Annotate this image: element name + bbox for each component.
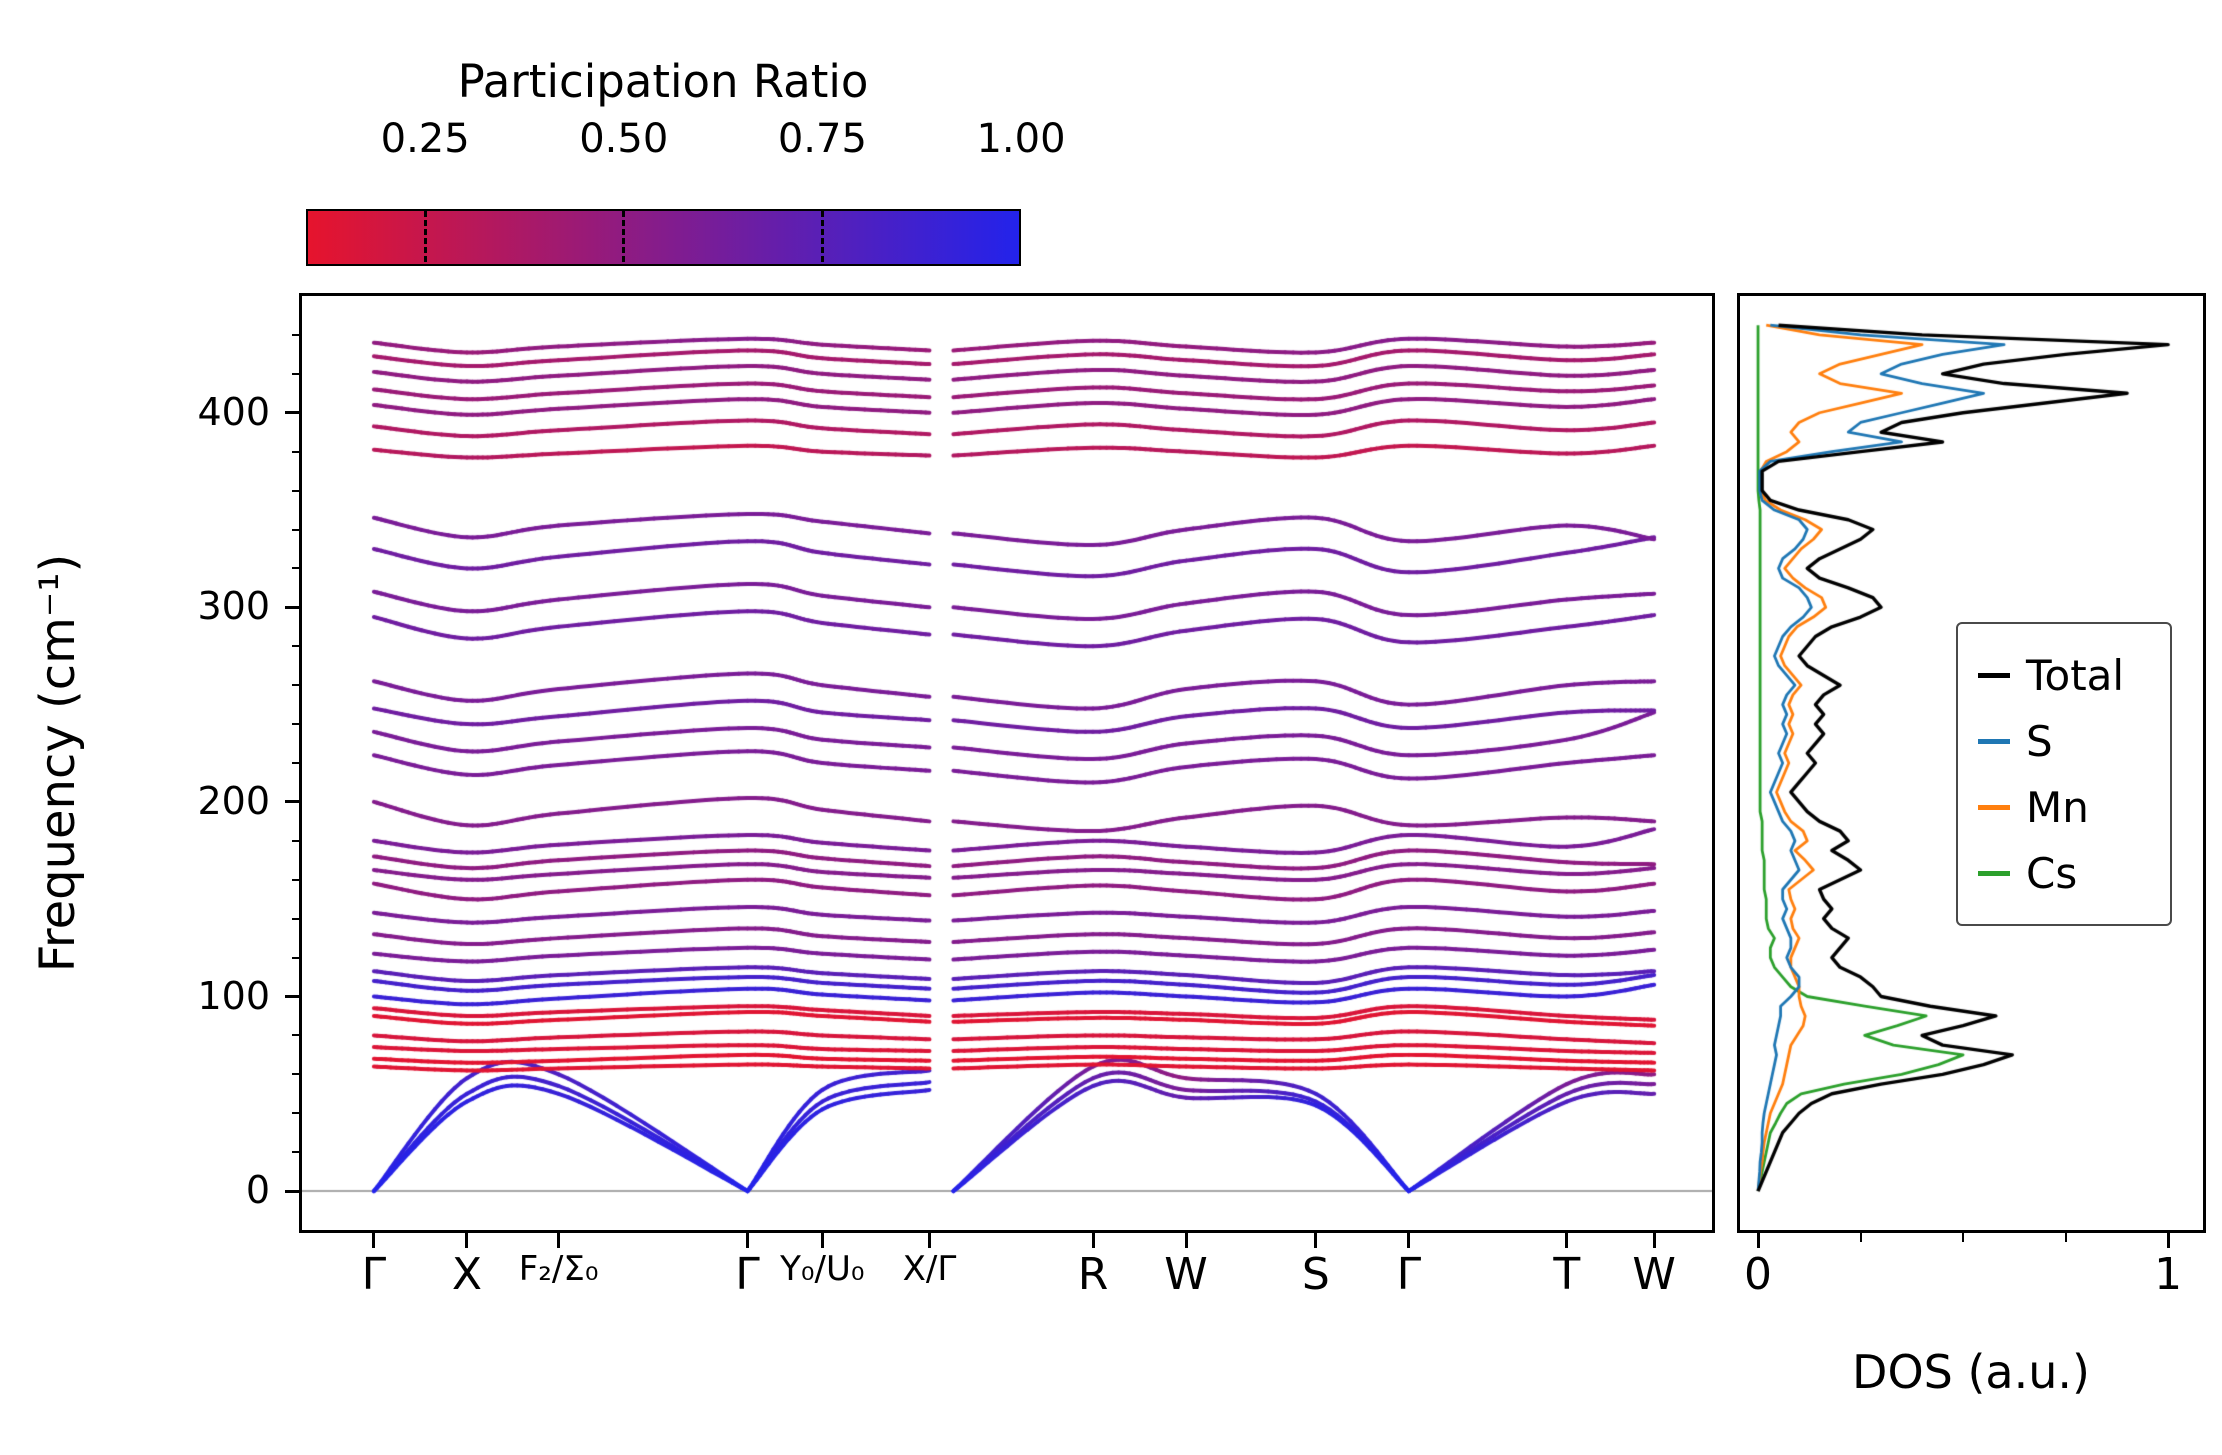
k-point-tick [372, 1233, 376, 1248]
y-major-tick [285, 411, 302, 415]
k-point-label: Γ [361, 1249, 387, 1300]
k-point-tick [465, 1233, 469, 1248]
y-minor-tick [292, 333, 302, 336]
k-point-label: Y₀/U₀ [780, 1249, 865, 1289]
band-structure-canvas [302, 296, 1712, 1230]
legend-label-s: S [2026, 716, 2053, 766]
y-minor-tick [292, 1151, 302, 1154]
dos-x-tick-label: 1 [2154, 1249, 2183, 1300]
y-minor-tick [292, 1112, 302, 1115]
y-minor-tick [292, 1034, 302, 1037]
dos-legend: Total S Mn Cs [1956, 622, 2172, 926]
y-tick-label: 100 [197, 973, 270, 1018]
dos-x-minor-tick [2064, 1233, 2067, 1242]
dos-x-minor-tick [1859, 1233, 1862, 1242]
dos-x-major-tick [1756, 1233, 1760, 1248]
y-tick-label: 400 [197, 389, 270, 434]
y-axis-label: Frequency (cm⁻¹) [29, 553, 86, 973]
y-tick-label: 200 [197, 778, 270, 823]
k-point-tick [1652, 1233, 1656, 1248]
y-tick-label: 0 [245, 1168, 270, 1213]
y-minor-tick [292, 956, 302, 959]
y-major-tick [285, 800, 302, 804]
y-minor-tick [292, 372, 302, 375]
colorbar-dashed-tick [622, 211, 626, 262]
y-minor-tick [292, 528, 302, 531]
k-point-label: Γ [1396, 1249, 1422, 1300]
band-structure-panel [299, 293, 1715, 1233]
y-tick-label: 300 [197, 584, 270, 629]
k-point-label: T [1553, 1249, 1581, 1300]
legend-item-cs: Cs [1978, 840, 2160, 906]
legend-item-mn: Mn [1978, 774, 2160, 840]
dos-x-major-tick [2166, 1233, 2170, 1248]
legend-item-total: Total [1978, 642, 2160, 708]
colorbar-tick-label: 0.25 [380, 116, 470, 162]
k-point-tick [1565, 1233, 1569, 1248]
k-point-tick [746, 1233, 750, 1248]
y-minor-tick [292, 762, 302, 764]
y-minor-tick [292, 645, 302, 648]
legend-swatch-1 [1978, 738, 2010, 744]
colorbar-tick-label: 1.00 [976, 116, 1066, 162]
k-point-tick [1407, 1233, 1411, 1248]
k-point-tick [820, 1233, 824, 1248]
colorbar-dashed-tick [820, 211, 824, 262]
y-major-tick [285, 995, 302, 998]
y-minor-tick [292, 917, 302, 920]
k-point-label: Γ [735, 1249, 760, 1300]
k-point-tick [1314, 1233, 1318, 1248]
y-major-tick [285, 1189, 302, 1193]
k-point-label: W [1164, 1249, 1208, 1300]
dos-x-minor-tick [1962, 1233, 1965, 1242]
colorbar-title: Participation Ratio [457, 55, 869, 108]
y-minor-tick [292, 567, 302, 570]
colorbar-tick-label: 0.75 [777, 116, 867, 162]
y-major-tick [285, 605, 302, 609]
legend-swatch-2 [1978, 804, 2010, 810]
legend-label-mn: Mn [2026, 782, 2089, 832]
colorbar-tick-label: 0.50 [579, 116, 669, 162]
legend-label-cs: Cs [2026, 848, 2078, 898]
k-point-label: W [1632, 1249, 1676, 1300]
colorbar-dashed-tick [423, 211, 427, 262]
k-point-tick [1184, 1233, 1188, 1248]
y-minor-tick [292, 1073, 302, 1076]
k-point-label: X/Γ [902, 1249, 957, 1289]
k-point-label: S [1301, 1249, 1330, 1300]
k-point-tick [927, 1233, 931, 1248]
k-point-tick [557, 1233, 561, 1248]
y-minor-tick [292, 839, 302, 842]
y-minor-tick [292, 684, 302, 687]
k-point-label: X [451, 1249, 483, 1300]
participation-ratio-colorbar [306, 209, 1021, 266]
legend-item-s: S [1978, 708, 2160, 774]
k-point-label: F₂/Σ₀ [518, 1249, 599, 1289]
legend-swatch-0 [1978, 672, 2010, 678]
dos-x-tick-label: 0 [1744, 1249, 1773, 1300]
legend-swatch-3 [1978, 870, 2010, 876]
dos-x-axis-label: DOS (a.u.) [1852, 1345, 2090, 1399]
y-minor-tick [292, 878, 302, 881]
y-minor-tick [292, 723, 302, 726]
legend-label-total: Total [2026, 650, 2125, 700]
y-minor-tick [292, 489, 302, 492]
k-point-tick [1091, 1233, 1095, 1248]
k-point-label: R [1077, 1249, 1109, 1300]
y-minor-tick [292, 450, 302, 453]
